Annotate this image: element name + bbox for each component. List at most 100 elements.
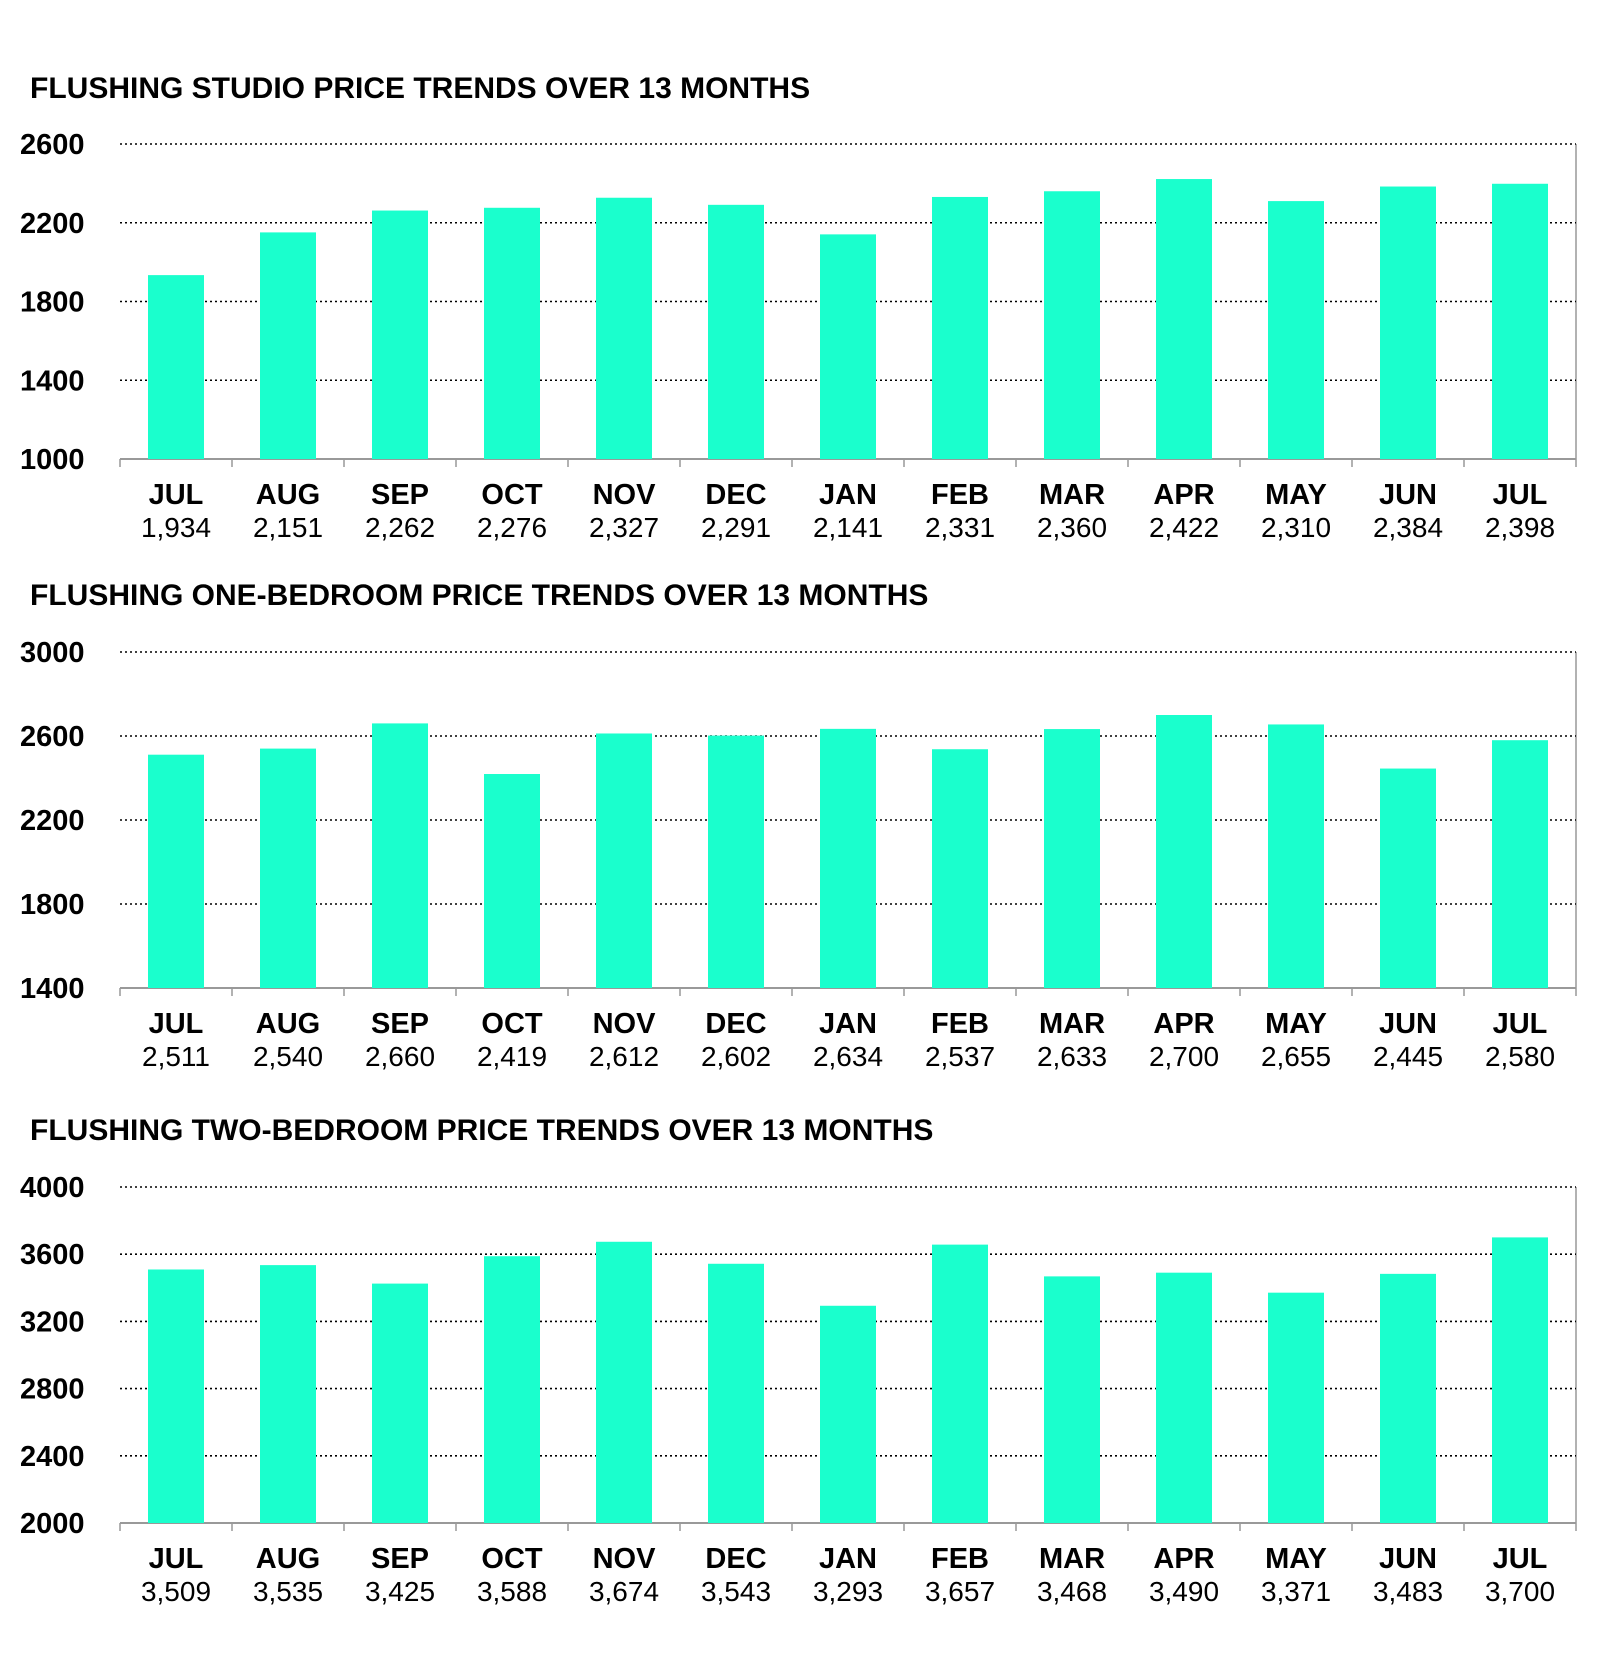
bar-value-label: 2,384 (1373, 512, 1443, 543)
bar-value-label: 3,490 (1149, 1576, 1219, 1607)
bar-value-label: 2,602 (701, 1041, 771, 1072)
x-category-label: MAY (1265, 1008, 1327, 1040)
bar-value-label: 3,700 (1485, 1576, 1555, 1607)
y-tick-label: 2600 (20, 721, 85, 753)
bar-value-label: 2,398 (1485, 512, 1555, 543)
bar-value-label: 2,327 (589, 512, 659, 543)
bar (708, 735, 764, 988)
bar (372, 723, 428, 988)
bar (1268, 1292, 1324, 1523)
bar (484, 207, 540, 459)
bar-value-label: 2,291 (701, 512, 771, 543)
chart-title: FLUSHING STUDIO PRICE TRENDS OVER 13 MON… (30, 72, 810, 105)
bar-value-label: 2,660 (365, 1041, 435, 1072)
x-category-label: SEP (371, 1543, 429, 1575)
bar-value-label: 2,262 (365, 512, 435, 543)
y-tick-label: 1000 (20, 444, 85, 476)
bar-value-label: 3,483 (1373, 1576, 1443, 1607)
y-tick-label: 2600 (20, 129, 85, 161)
bar-value-label: 2,580 (1485, 1041, 1555, 1072)
bar-value-label: 3,371 (1261, 1576, 1331, 1607)
bar (596, 197, 652, 459)
x-category-label: SEP (371, 479, 429, 511)
bar-value-label: 2,141 (813, 512, 883, 543)
bar (1268, 724, 1324, 988)
x-category-label: FEB (931, 1008, 989, 1040)
x-category-label: NOV (593, 1543, 657, 1575)
x-category-label: DEC (705, 1543, 766, 1575)
y-tick-label: 2200 (20, 805, 85, 837)
bar (1268, 201, 1324, 459)
x-category-label: AUG (256, 1008, 320, 1040)
bar-value-label: 2,276 (477, 512, 547, 543)
x-category-label: SEP (371, 1008, 429, 1040)
bar-value-label: 3,588 (477, 1576, 547, 1607)
x-category-label: MAR (1039, 1543, 1105, 1575)
x-category-label: FEB (931, 1543, 989, 1575)
y-tick-label: 1400 (20, 973, 85, 1005)
bar (1492, 1237, 1548, 1523)
x-category-label: OCT (481, 1543, 543, 1575)
bar (1492, 740, 1548, 988)
x-category-label: DEC (705, 1008, 766, 1040)
bar (484, 1256, 540, 1523)
x-category-label: OCT (481, 479, 543, 511)
bar-value-label: 2,511 (142, 1041, 210, 1072)
x-category-label: AUG (256, 479, 320, 511)
bar (260, 232, 316, 459)
bar (932, 196, 988, 459)
bar (820, 728, 876, 988)
x-category-label: JUL (149, 1543, 204, 1575)
bar (932, 749, 988, 988)
x-category-label: JUL (1493, 1008, 1548, 1040)
bar-value-label: 2,633 (1037, 1041, 1107, 1072)
x-category-label: JUL (149, 479, 204, 511)
bar (260, 1265, 316, 1523)
x-category-label: JUN (1379, 1543, 1437, 1575)
x-category-label: MAY (1265, 1543, 1327, 1575)
chart-panel-3: FLUSHING TWO-BEDROOM PRICE TRENDS OVER 1… (20, 1114, 1577, 1607)
bar-value-label: 2,360 (1037, 512, 1107, 543)
bar (1044, 191, 1100, 459)
bar (1380, 1273, 1436, 1523)
x-category-label: APR (1153, 479, 1214, 511)
x-category-label: JUN (1379, 1008, 1437, 1040)
bar (260, 748, 316, 988)
y-tick-label: 1800 (20, 287, 85, 319)
bar-value-label: 3,293 (813, 1576, 883, 1607)
y-tick-label: 1400 (20, 365, 85, 397)
bar (1156, 715, 1212, 988)
x-category-label: DEC (705, 479, 766, 511)
bar-value-label: 2,419 (477, 1041, 547, 1072)
bar (1380, 768, 1436, 988)
bar (484, 774, 540, 988)
bar-value-label: 2,655 (1261, 1041, 1331, 1072)
bar (148, 1269, 204, 1523)
bar-value-label: 2,422 (1149, 512, 1219, 543)
bar-value-label: 2,612 (589, 1041, 659, 1072)
x-category-label: APR (1153, 1008, 1214, 1040)
bar-value-label: 3,425 (365, 1576, 435, 1607)
bar (708, 1263, 764, 1523)
x-category-label: MAY (1265, 479, 1327, 511)
y-tick-label: 3000 (20, 637, 85, 669)
x-category-label: JUL (149, 1008, 204, 1040)
bar (1044, 1276, 1100, 1523)
bar-value-label: 3,468 (1037, 1576, 1107, 1607)
x-category-label: JUN (1379, 479, 1437, 511)
bar-value-label: 2,634 (813, 1041, 883, 1072)
bar-value-label: 2,331 (925, 512, 995, 543)
chart-panel-1: FLUSHING STUDIO PRICE TRENDS OVER 13 MON… (20, 72, 1577, 543)
x-category-label: JAN (819, 479, 877, 511)
x-category-label: MAR (1039, 1008, 1105, 1040)
chart-title: FLUSHING TWO-BEDROOM PRICE TRENDS OVER 1… (30, 1114, 933, 1147)
bar (148, 275, 204, 459)
y-tick-label: 3200 (20, 1306, 85, 1338)
x-category-label: AUG (256, 1543, 320, 1575)
bar (1156, 1272, 1212, 1523)
bar (148, 754, 204, 988)
bar (1492, 183, 1548, 460)
bar (596, 733, 652, 988)
bar (372, 210, 428, 459)
